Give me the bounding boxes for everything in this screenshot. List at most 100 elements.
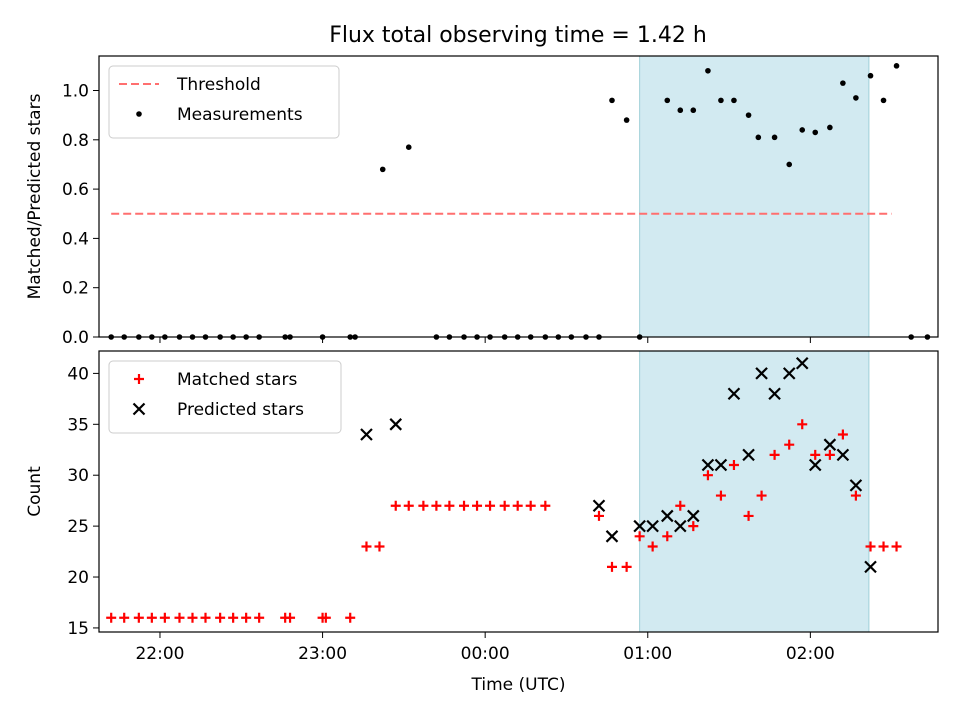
measurement-point xyxy=(487,334,493,340)
measurement-point xyxy=(149,334,155,340)
predicted-point xyxy=(864,560,877,574)
y-axis-label: Count xyxy=(25,466,45,517)
legend: Matched stars Predicted stars xyxy=(108,360,342,434)
axes-frame xyxy=(98,350,939,633)
matched-point xyxy=(485,500,496,511)
matched-point xyxy=(444,500,455,511)
x-tick-label: 01:00 xyxy=(623,644,672,664)
predicted-point xyxy=(605,530,619,543)
matched-point xyxy=(187,612,198,623)
matched-point xyxy=(784,439,795,450)
x-tick-label: 23:00 xyxy=(298,644,347,664)
matched-point xyxy=(403,500,414,511)
predicted-point xyxy=(674,519,687,533)
matched-point xyxy=(621,561,632,572)
measurement-point xyxy=(287,334,293,340)
measurement-point xyxy=(924,334,931,340)
y-tick-label: 0.6 xyxy=(62,180,89,200)
y-tick-label: 20 xyxy=(67,568,89,588)
legend-predicted-swatch xyxy=(132,402,146,416)
measurement-point xyxy=(542,334,549,340)
measurement-point xyxy=(853,95,859,101)
matched-point xyxy=(320,612,331,623)
matched-point xyxy=(525,500,536,511)
matched-point xyxy=(174,612,185,623)
measurement-point xyxy=(583,334,589,340)
measurement-point xyxy=(636,334,643,340)
predicted-point xyxy=(701,458,715,472)
measurement-point xyxy=(217,334,223,340)
chart-title: Flux total observing time = 1.42 h xyxy=(329,23,707,48)
measurement-point xyxy=(282,334,288,340)
legend-label: Matched stars xyxy=(177,370,297,390)
matched-point xyxy=(769,449,780,460)
measurement-point xyxy=(745,112,752,118)
legend-measurement-swatch xyxy=(136,111,142,117)
predicted-point xyxy=(808,458,822,472)
matched-point xyxy=(418,500,429,511)
series-predicted-stars xyxy=(360,356,877,574)
measurement-point xyxy=(664,97,671,104)
predicted-point xyxy=(755,367,768,380)
matched-point xyxy=(540,500,551,511)
measurement-point xyxy=(893,63,900,69)
y-tick-label: 25 xyxy=(67,517,89,537)
matched-point xyxy=(797,419,808,430)
y-tick-label: 0.0 xyxy=(62,328,89,348)
measurement-point xyxy=(786,161,793,168)
measurement-point xyxy=(474,334,480,340)
legend-label: Measurements xyxy=(177,105,303,125)
legend-box xyxy=(108,65,340,139)
measurement-point xyxy=(347,334,354,340)
matched-point xyxy=(133,612,144,623)
predicted-point xyxy=(360,428,373,441)
matched-point xyxy=(702,470,713,481)
y-tick-label: 0.4 xyxy=(62,229,89,249)
measurement-point xyxy=(799,127,806,133)
matched-point xyxy=(241,612,252,623)
measurement-point xyxy=(514,334,521,340)
legend: Threshold Measurements xyxy=(108,65,340,139)
series-matched-stars xyxy=(106,419,902,623)
matched-point xyxy=(743,510,754,521)
measurement-point xyxy=(501,334,508,340)
measurement-point xyxy=(136,334,142,340)
measurement-point xyxy=(771,134,778,141)
predicted-point xyxy=(646,519,659,533)
matched-point xyxy=(715,490,726,501)
measurement-point xyxy=(609,97,615,104)
predicted-point xyxy=(633,519,646,533)
measurement-point xyxy=(461,334,467,340)
measurement-point xyxy=(690,107,697,114)
y-tick-label: 1.0 xyxy=(62,82,89,102)
matched-point xyxy=(634,531,645,542)
predicted-point xyxy=(836,448,850,462)
matched-point xyxy=(146,612,157,623)
y-tick-label: 0.8 xyxy=(62,131,89,151)
matched-point xyxy=(254,612,265,623)
predicted-point xyxy=(768,387,781,401)
count-panel: 15 20 25 30 35 40 Count 22:00 23:00 00:00 01:00 02:… xyxy=(25,350,939,695)
matched-point xyxy=(647,541,658,552)
measurement-point xyxy=(352,334,358,340)
measurement-point xyxy=(705,67,711,74)
predicted-point xyxy=(727,387,741,401)
matched-point xyxy=(662,531,673,542)
measurement-point xyxy=(755,134,762,141)
measurement-point xyxy=(202,334,209,340)
measurement-point xyxy=(555,334,562,340)
matched-point xyxy=(459,500,470,511)
measurement-point xyxy=(812,129,819,136)
matched-point xyxy=(728,460,739,471)
y-tick-label: 30 xyxy=(67,466,89,486)
matched-point xyxy=(228,612,239,623)
y-axis-label: Matched/Predicted stars xyxy=(25,93,45,299)
matched-point xyxy=(675,500,686,511)
matched-point xyxy=(878,541,889,552)
matched-point xyxy=(215,612,226,623)
x-tick-label: 22:00 xyxy=(135,644,184,664)
measurement-point xyxy=(446,334,453,340)
x-tick-label: 00:00 xyxy=(461,644,510,664)
matched-point xyxy=(824,449,835,460)
